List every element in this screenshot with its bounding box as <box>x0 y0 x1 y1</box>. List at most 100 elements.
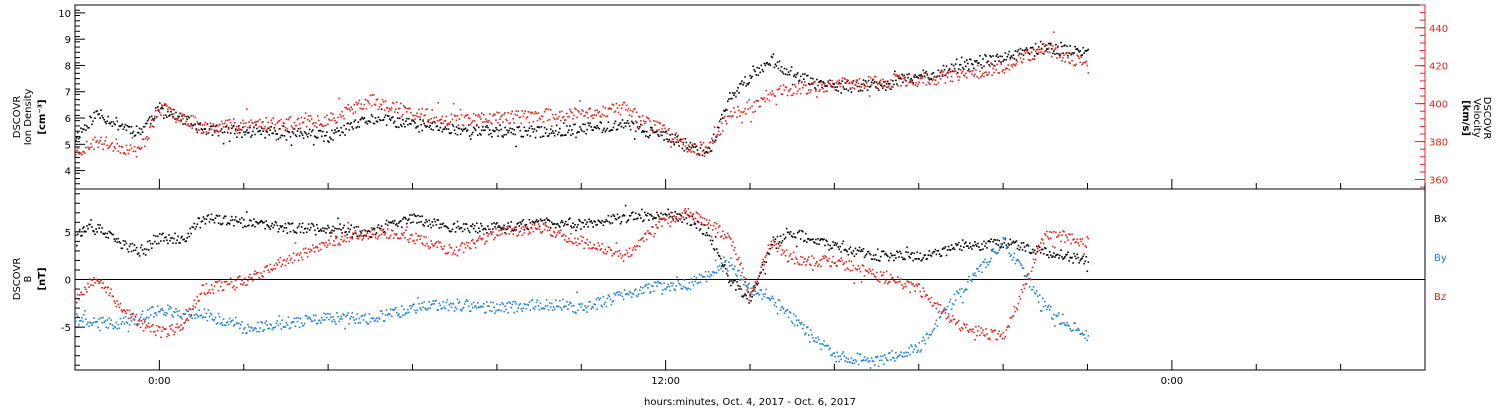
bx-point <box>781 240 784 242</box>
density-point <box>442 128 445 131</box>
bz-point <box>548 229 551 231</box>
density-point <box>569 125 571 127</box>
density-point <box>523 126 526 129</box>
by-point <box>219 323 222 325</box>
by-point <box>106 319 108 321</box>
velocity-point <box>80 152 82 154</box>
velocity-point <box>570 110 572 113</box>
velocity-point <box>180 120 182 123</box>
velocity-point <box>747 108 749 111</box>
bz-point <box>241 279 243 282</box>
bz-point <box>685 210 688 213</box>
bx-point <box>1063 257 1065 259</box>
velocity-point <box>577 109 579 112</box>
bx-point <box>391 220 394 223</box>
by-point <box>225 322 228 324</box>
velocity-point <box>809 91 811 94</box>
bx-point <box>498 225 500 227</box>
density-point <box>256 127 258 130</box>
bz-point <box>741 271 743 274</box>
velocity-point <box>191 127 193 129</box>
by-point <box>105 326 107 329</box>
density-point <box>457 127 460 130</box>
bz-point <box>181 328 183 331</box>
density-point <box>404 125 406 128</box>
density-point <box>903 74 905 77</box>
bz-point <box>238 275 240 278</box>
bz-point <box>286 257 289 260</box>
density-point <box>1078 51 1080 53</box>
bz-point <box>287 262 290 264</box>
bx-point <box>179 242 181 244</box>
bx-point <box>238 221 240 223</box>
density-point <box>1047 48 1049 50</box>
velocity-point <box>721 122 723 125</box>
velocity-point <box>527 111 530 113</box>
density-point <box>919 75 921 77</box>
bx-point <box>701 232 704 235</box>
bx-point <box>346 233 348 236</box>
bx-point <box>445 225 448 228</box>
by-point <box>619 294 622 297</box>
density-point <box>568 129 570 131</box>
velocity-point <box>1028 59 1031 61</box>
bz-point <box>571 241 573 243</box>
density-point <box>738 92 740 94</box>
bz-point <box>828 257 830 260</box>
density-point <box>432 129 434 131</box>
density-point <box>484 129 486 131</box>
bx-point <box>242 226 244 229</box>
velocity-point <box>689 149 692 151</box>
velocity-point <box>766 98 769 100</box>
density-point <box>517 126 520 129</box>
density-point <box>878 82 881 84</box>
density-point <box>319 129 321 132</box>
bz-point <box>320 248 322 251</box>
bx-point <box>662 213 664 216</box>
by-point <box>293 317 296 320</box>
bz-point <box>752 287 754 290</box>
bz-point <box>821 258 823 261</box>
bx-point <box>347 227 349 230</box>
by-point <box>179 316 181 318</box>
density-point <box>613 122 616 125</box>
density-point <box>201 129 204 131</box>
density-point <box>558 131 560 134</box>
bx-point <box>936 250 939 252</box>
bx-point <box>1042 253 1045 255</box>
velocity-point <box>226 119 229 121</box>
by-point <box>924 342 927 345</box>
density-point <box>554 130 557 132</box>
bx-point <box>214 217 217 219</box>
density-point <box>254 133 256 136</box>
bz-point <box>460 242 463 245</box>
bx-point <box>865 253 868 255</box>
velocity-point <box>620 107 623 109</box>
velocity-point <box>331 119 333 121</box>
bz-point <box>814 264 816 267</box>
bx-point <box>861 250 864 253</box>
velocity-point <box>94 136 96 139</box>
velocity-point <box>615 102 618 105</box>
velocity-point <box>929 83 932 86</box>
velocity-point <box>563 116 565 118</box>
bz-point <box>336 236 338 238</box>
velocity-point <box>522 115 525 118</box>
by-point <box>946 305 949 308</box>
density-point <box>583 130 585 133</box>
density-point <box>396 126 398 128</box>
bz-point <box>275 262 278 265</box>
bx-point <box>974 241 976 243</box>
by-point <box>318 319 320 322</box>
velocity-point <box>112 150 115 152</box>
density-point <box>1025 47 1028 49</box>
velocity-point <box>832 85 834 88</box>
bz-point <box>476 240 478 242</box>
by-point <box>435 299 438 302</box>
by-point <box>1075 329 1077 331</box>
velocity-point <box>814 80 816 83</box>
bx-point <box>146 240 149 243</box>
velocity-point <box>134 150 137 153</box>
by-point <box>1022 267 1025 270</box>
